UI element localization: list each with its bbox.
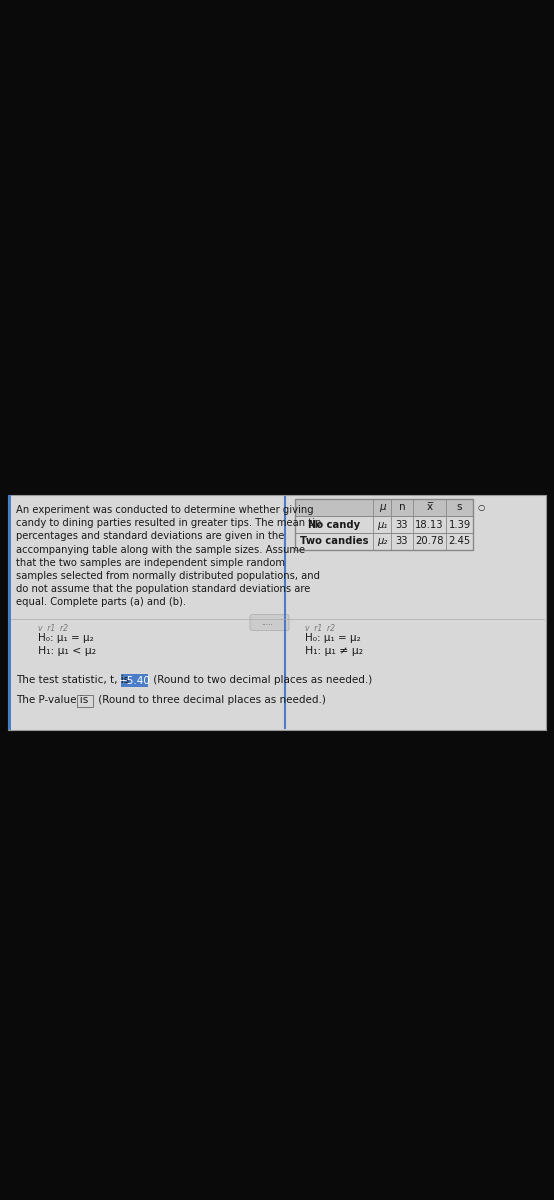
- Text: No candy: No candy: [308, 520, 360, 529]
- Text: equal. Complete parts (a) and (b).: equal. Complete parts (a) and (b).: [16, 598, 186, 607]
- Text: The test statistic, t, is: The test statistic, t, is: [16, 674, 132, 685]
- FancyBboxPatch shape: [250, 614, 289, 631]
- Text: v  r1  r2: v r1 r2: [38, 624, 68, 632]
- Text: μ: μ: [379, 503, 386, 512]
- FancyBboxPatch shape: [8, 494, 11, 730]
- FancyBboxPatch shape: [295, 533, 473, 550]
- Text: 18.13: 18.13: [416, 520, 444, 529]
- Text: 2.45: 2.45: [448, 536, 471, 546]
- Text: 20.78: 20.78: [416, 536, 444, 546]
- Text: .....: .....: [261, 618, 273, 628]
- Text: 33: 33: [396, 536, 408, 546]
- Text: ○: ○: [477, 503, 484, 512]
- Text: n: n: [399, 503, 406, 512]
- Text: (Round to two decimal places as needed.): (Round to two decimal places as needed.): [150, 674, 372, 685]
- FancyBboxPatch shape: [121, 674, 148, 686]
- Text: μ₂: μ₂: [377, 536, 387, 546]
- Text: H₁: μ₁ ≠ μ₂: H₁: μ₁ ≠ μ₂: [305, 646, 363, 655]
- Text: (Round to three decimal places as needed.): (Round to three decimal places as needed…: [95, 695, 326, 704]
- Text: that the two samples are independent simple random: that the two samples are independent sim…: [16, 558, 285, 568]
- FancyBboxPatch shape: [8, 494, 546, 730]
- Text: Two candies: Two candies: [300, 536, 368, 546]
- Text: v  r1  r2: v r1 r2: [305, 624, 335, 632]
- Text: μ₁: μ₁: [377, 520, 387, 529]
- Text: The P-value is: The P-value is: [16, 695, 91, 704]
- Text: H₀: μ₁ = μ₂: H₀: μ₁ = μ₂: [305, 632, 361, 643]
- Text: 33: 33: [396, 520, 408, 529]
- Text: 1.39: 1.39: [448, 520, 471, 529]
- FancyBboxPatch shape: [295, 499, 473, 516]
- Text: An experiment was conducted to determine whether giving: An experiment was conducted to determine…: [16, 505, 314, 515]
- Text: s: s: [456, 503, 462, 512]
- Text: accompanying table along with the sample sizes. Assume: accompanying table along with the sample…: [16, 545, 305, 554]
- Text: do not assume that the population standard deviations are: do not assume that the population standa…: [16, 584, 310, 594]
- FancyBboxPatch shape: [295, 516, 473, 533]
- Text: candy to dining parties resulted in greater tips. The mean tip: candy to dining parties resulted in grea…: [16, 518, 321, 528]
- Text: H₁: μ₁ < μ₂: H₁: μ₁ < μ₂: [38, 646, 96, 655]
- FancyBboxPatch shape: [77, 695, 93, 707]
- Text: percentages and standard deviations are given in the: percentages and standard deviations are …: [16, 532, 284, 541]
- Text: −5.40: −5.40: [119, 677, 151, 686]
- Text: samples selected from normally distributed populations, and: samples selected from normally distribut…: [16, 571, 320, 581]
- Text: x̅: x̅: [427, 503, 433, 512]
- Text: H₀: μ₁ = μ₂: H₀: μ₁ = μ₂: [38, 632, 94, 643]
